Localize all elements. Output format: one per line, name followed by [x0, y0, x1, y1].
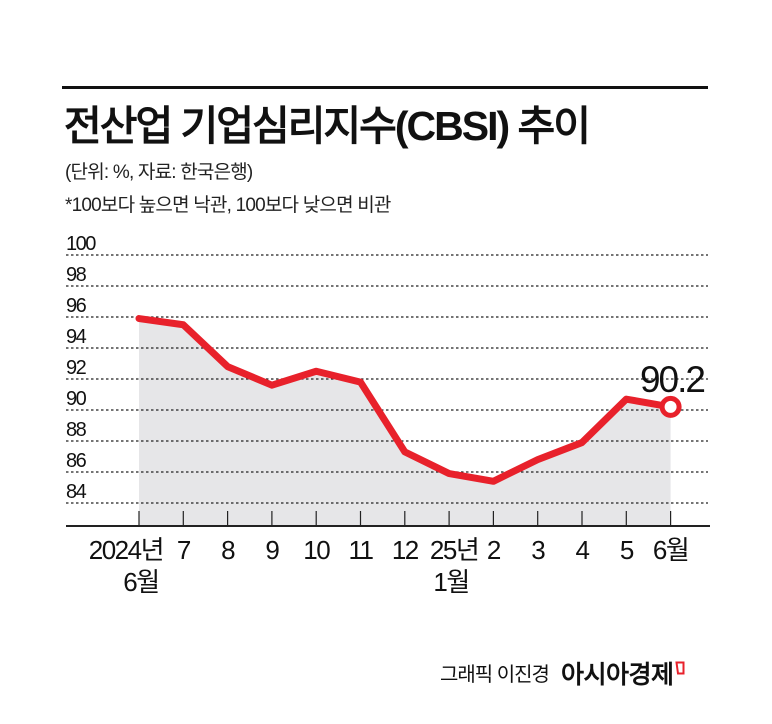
x-tick-label: 8 — [221, 535, 235, 565]
footer-credit: 그래픽 이진경 아시아경제 — [440, 660, 685, 690]
area-under-line — [139, 318, 671, 526]
x-tick-label: 5 — [620, 535, 634, 565]
y-tick-label: 86 — [66, 450, 87, 472]
last-value-label: 90.2 — [640, 359, 704, 400]
y-tick-label: 100 — [66, 233, 96, 255]
y-tick-label: 96 — [66, 295, 87, 317]
cbsi-line — [135, 315, 675, 485]
x-tick-label-line2: 6월 — [123, 567, 158, 597]
data-line — [135, 315, 675, 485]
x-tick-label: 25년 — [430, 535, 478, 565]
x-tick-label: 7 — [177, 535, 191, 565]
chart-title: 전산업 기업심리지수(CBSI) 추이 — [64, 103, 591, 149]
gridlines — [66, 254, 708, 504]
x-tick-label: 10 — [303, 535, 330, 565]
x-tick-label: 2 — [487, 535, 501, 565]
y-tick-label: 92 — [66, 357, 87, 379]
x-tick-label: 4 — [576, 535, 590, 565]
unit-source-note: (단위: %, 자료: 한국은행) — [65, 162, 253, 183]
publisher-logo: 아시아경제 — [560, 661, 674, 689]
y-tick-label: 94 — [66, 326, 87, 348]
y-tick-label: 84 — [66, 481, 87, 503]
x-tick-label-line2: 1월 — [433, 567, 468, 597]
y-tick-label: 88 — [66, 419, 87, 441]
y-tick-label: 98 — [66, 264, 87, 286]
y-axis-labels: 100 98 96 94 92 90 88 86 84 — [66, 233, 98, 503]
x-tick-label: 9 — [265, 535, 279, 565]
x-tick-label: 3 — [531, 535, 545, 565]
graphic-credit: 그래픽 이진경 — [440, 664, 550, 686]
x-axis — [66, 511, 710, 527]
x-tick-label: 12 — [392, 535, 419, 565]
x-tick-label: 6월 — [653, 535, 688, 565]
area-fill — [139, 318, 671, 526]
interpretation-note: *100보다 높으면 낙관, 100보다 낮으면 비관 — [65, 195, 391, 216]
y-tick-label: 90 — [66, 388, 87, 410]
logo-flag-icon — [675, 661, 685, 675]
x-tick-label: 11 — [349, 535, 374, 565]
last-value-annotation: 90.2 — [640, 359, 706, 418]
top-rule — [62, 86, 708, 89]
last-point-marker — [659, 395, 682, 418]
x-tick-label: 2024년 — [89, 535, 163, 565]
